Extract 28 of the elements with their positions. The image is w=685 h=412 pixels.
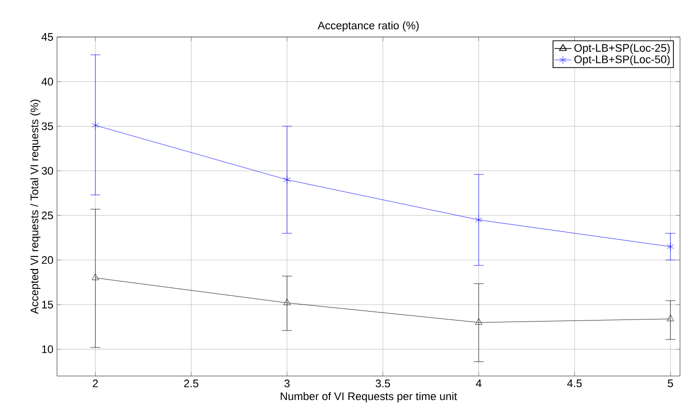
x-tick-label: 3 [284,380,290,388]
point [283,298,291,306]
point [92,121,99,130]
point [666,242,674,251]
x-tick-label: 5 [668,380,673,388]
x-tick-label: 2 [92,380,98,388]
y-tick-label: 25 [42,212,54,220]
x-tick-label: 4 [476,380,482,388]
y-tick-label: 45 [42,33,54,41]
legend-label: Opt-LB+SP(Loc-25) [574,44,670,54]
y-tick-label: 30 [42,166,54,175]
y-axis-title: Accepted VI requests / Total VI requests (%) [30,100,40,314]
y-tick-label: 15 [42,300,54,308]
y-tick-label: 20 [42,256,54,264]
x-axis-title: Number of VI Requests per time unit [280,392,458,402]
y-tick-label: 40 [42,78,54,86]
chart-title: Acceptance ratio (%) [318,21,419,32]
legend-label: Opt-LB+SP(Loc-50) [574,55,670,66]
point [475,216,482,224]
point [283,176,291,184]
point [666,314,674,322]
point [92,274,99,280]
x-tick-label: 4.5 [567,380,582,388]
point [475,318,482,325]
x-tick-label: 3.5 [376,380,390,388]
y-tick-label: 10 [42,345,54,354]
y-tick-label: 35 [42,122,54,130]
x-tick-label: 2.5 [184,380,198,388]
